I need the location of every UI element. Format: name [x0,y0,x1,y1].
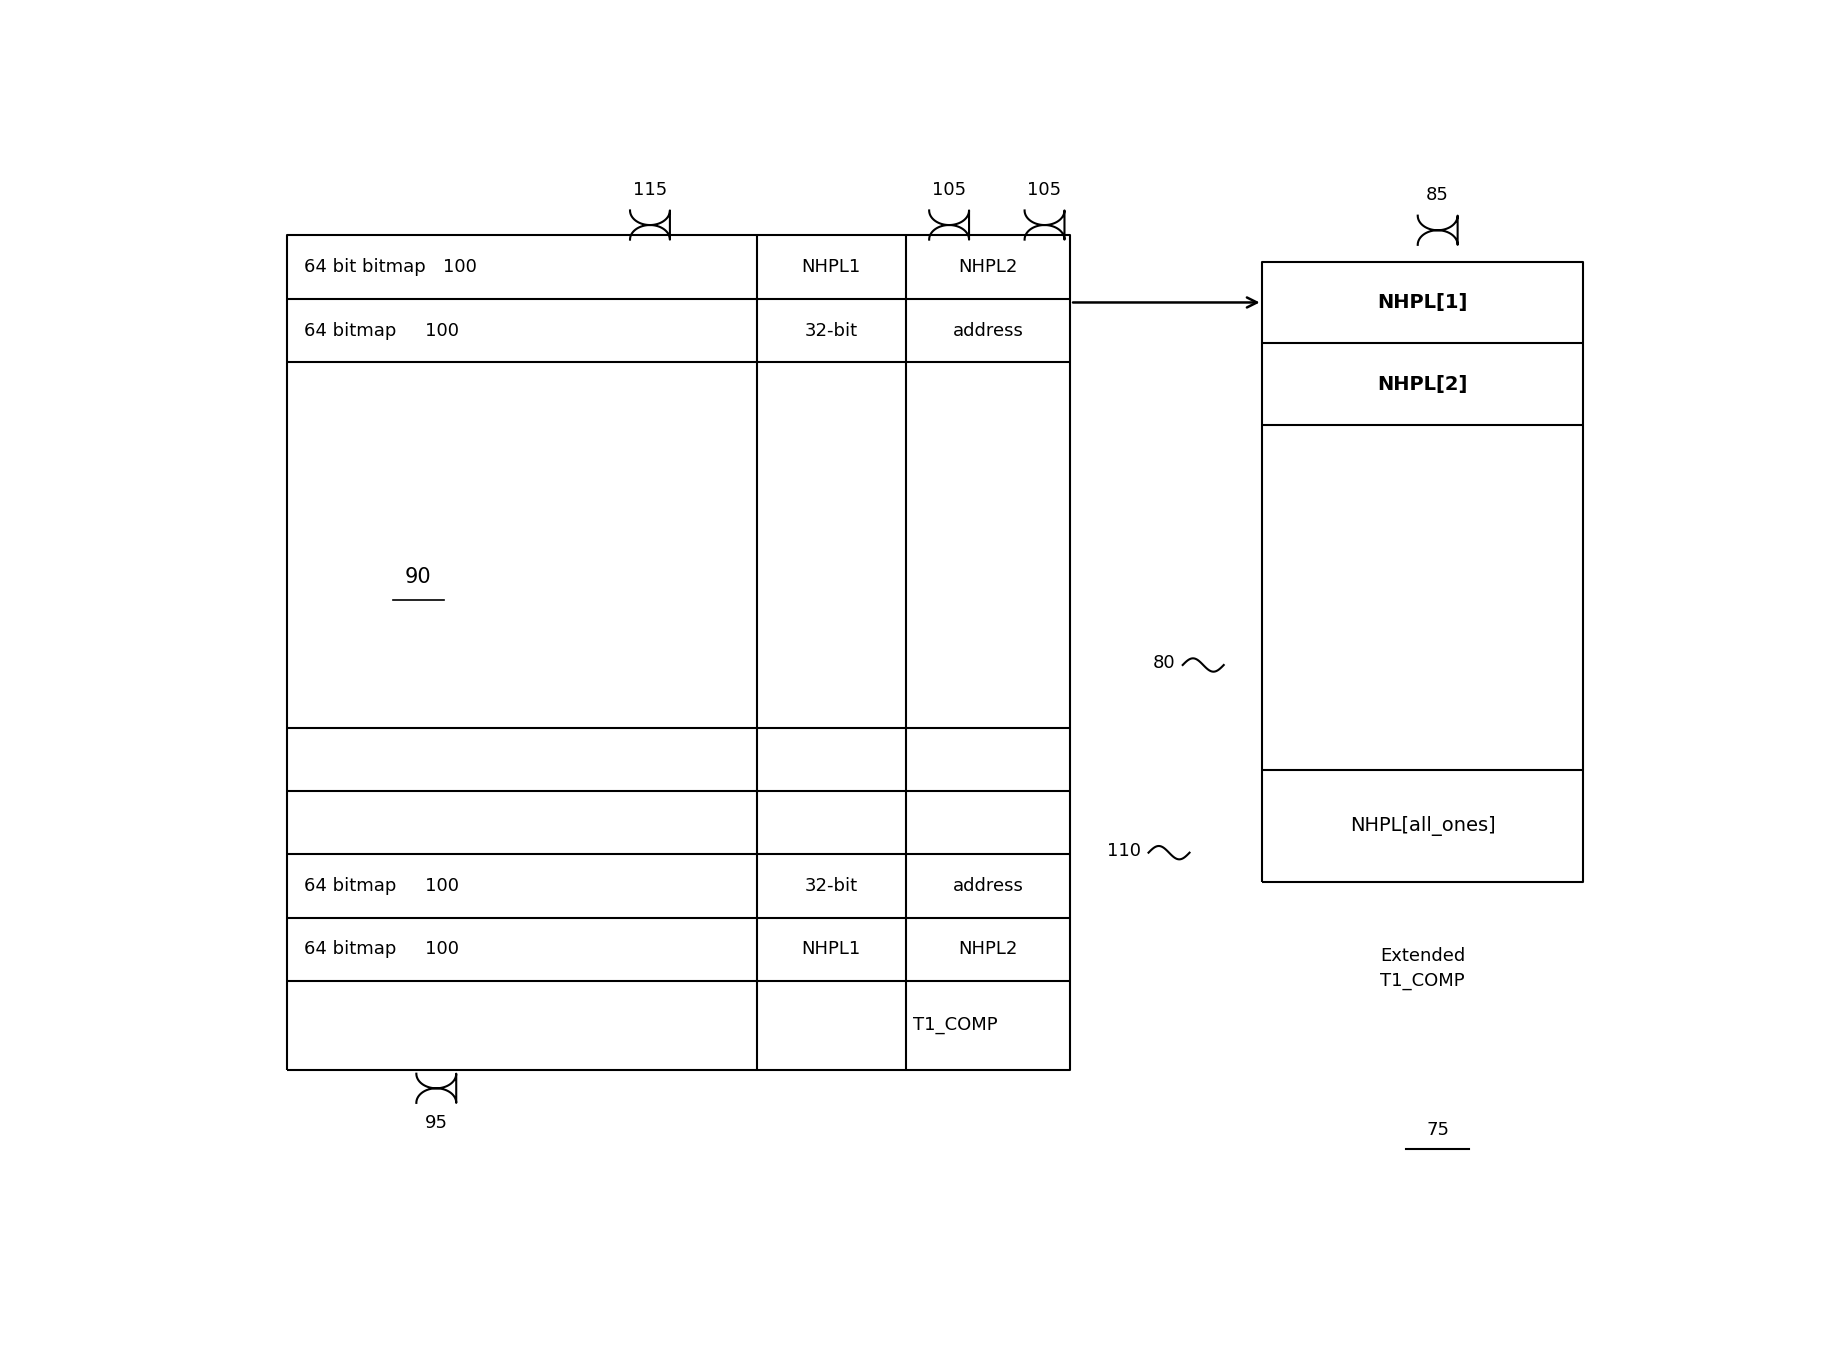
Text: address: address [952,321,1024,340]
Text: 105: 105 [932,181,967,199]
Text: 64 bitmap     100: 64 bitmap 100 [303,941,460,959]
Text: 95: 95 [425,1114,448,1132]
Text: 32-bit: 32-bit [805,321,858,340]
Text: 80: 80 [1152,654,1176,672]
Text: NHPL[all_ones]: NHPL[all_ones] [1349,816,1496,835]
Text: 75: 75 [1426,1121,1448,1139]
Text: T1_COMP: T1_COMP [913,1017,998,1034]
Text: 110: 110 [1108,842,1141,860]
Text: Extended
T1_COMP: Extended T1_COMP [1380,946,1465,990]
Text: NHPL[2]: NHPL[2] [1377,375,1469,394]
Text: 64 bitmap     100: 64 bitmap 100 [303,877,460,895]
Text: 32-bit: 32-bit [805,877,858,895]
Text: 64 bit bitmap   100: 64 bit bitmap 100 [303,259,476,276]
Text: NHPL2: NHPL2 [958,259,1018,276]
Text: address: address [952,877,1024,895]
Text: 115: 115 [632,181,667,199]
Text: NHPL2: NHPL2 [958,941,1018,959]
Text: NHPL1: NHPL1 [801,259,860,276]
Text: 105: 105 [1027,181,1062,199]
Text: NHPL[1]: NHPL[1] [1377,292,1469,311]
Text: 85: 85 [1426,187,1448,204]
Text: NHPL1: NHPL1 [801,941,860,959]
Text: 90: 90 [404,566,432,586]
Text: 64 bitmap     100: 64 bitmap 100 [303,321,460,340]
